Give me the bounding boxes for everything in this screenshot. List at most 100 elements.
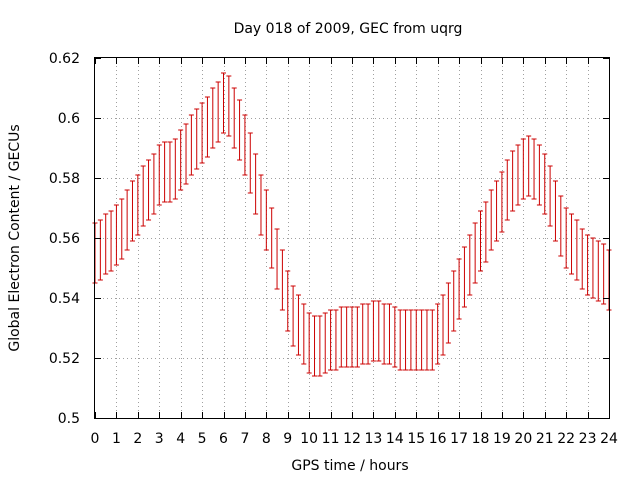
- error-bar: [322, 312, 328, 374]
- x-tick-label: 4: [176, 431, 185, 447]
- error-bar: [574, 219, 580, 281]
- error-bar: [269, 207, 275, 269]
- error-bar: [210, 87, 216, 149]
- error-bar: [499, 171, 505, 233]
- error-bar: [429, 309, 435, 371]
- error-bar: [338, 306, 344, 368]
- x-tick-label: 19: [493, 431, 511, 447]
- error-bar: [595, 240, 601, 302]
- error-bar: [188, 114, 194, 176]
- error-bar: [129, 180, 135, 242]
- error-bar: [285, 270, 291, 332]
- error-bar: [253, 153, 259, 215]
- error-bar: [178, 129, 184, 191]
- error-bar: [258, 174, 264, 236]
- x-tick-label: 14: [386, 431, 404, 447]
- error-bar: [419, 309, 425, 371]
- error-bar: [360, 303, 366, 365]
- error-bar: [156, 144, 162, 206]
- error-bar: [221, 72, 226, 134]
- y-tick-label: 0.5: [58, 411, 80, 427]
- error-bar: [242, 114, 248, 176]
- error-bar: [510, 150, 516, 212]
- error-bar: [167, 141, 173, 203]
- x-tick-label: 17: [450, 431, 468, 447]
- error-bar: [354, 306, 360, 368]
- error-bar: [162, 141, 168, 203]
- error-bar: [333, 309, 339, 371]
- error-bar: [146, 159, 152, 221]
- x-tick-label: 9: [283, 431, 292, 447]
- error-bar: [376, 300, 382, 362]
- x-tick-label: 10: [300, 431, 318, 447]
- x-tick-label: 16: [429, 431, 447, 447]
- error-bar: [408, 309, 414, 371]
- error-bar: [317, 315, 323, 377]
- x-tick-label: 7: [240, 431, 249, 447]
- x-tick-label: 12: [343, 431, 361, 447]
- error-bar: [247, 132, 253, 194]
- error-bar: [119, 198, 125, 260]
- error-bar: [456, 258, 462, 320]
- error-bar: [488, 189, 494, 251]
- x-tick-label: 15: [407, 431, 425, 447]
- x-tick-label: 5: [198, 431, 207, 447]
- x-tick-label: 22: [557, 431, 575, 447]
- error-bar: [204, 96, 210, 158]
- error-bar: [451, 270, 457, 332]
- error-bar: [279, 249, 285, 311]
- axis-ticks: [95, 58, 610, 419]
- error-bar: [552, 180, 558, 242]
- error-bar: [579, 228, 585, 290]
- x-tick-label: 2: [133, 431, 142, 447]
- y-tick-label: 0.62: [49, 51, 80, 67]
- error-bar: [392, 306, 398, 368]
- x-tick-label: 11: [322, 431, 340, 447]
- error-bar: [563, 207, 569, 269]
- error-bar: [440, 294, 446, 356]
- error-bar: [312, 315, 318, 377]
- error-bar: [306, 312, 312, 374]
- error-bar: [483, 201, 489, 263]
- x-tick-label: 23: [579, 431, 597, 447]
- y-tick-label: 0.6: [58, 111, 80, 127]
- error-bar: [295, 294, 301, 356]
- y-axis-label: Global Electron Content / GECUs: [7, 124, 23, 351]
- error-bar: [274, 228, 280, 290]
- error-bar: [547, 165, 553, 227]
- x-tick-label: 24: [600, 431, 618, 447]
- error-bar: [536, 144, 542, 206]
- error-bar: [215, 81, 221, 143]
- error-bar: [478, 210, 483, 272]
- grid-lines: [95, 58, 609, 418]
- error-bar: [172, 138, 178, 200]
- error-bar: [113, 204, 119, 266]
- error-bar: [424, 309, 430, 371]
- y-tick-label: 0.52: [49, 351, 80, 367]
- error-bar: [290, 285, 296, 347]
- error-bar: [349, 306, 355, 368]
- x-tick-label: 8: [262, 431, 271, 447]
- tick-labels: 0 1 2 3 4 5 6 7 8 9 10 11 12 13 14 15 16 17 18 19 20 21 22 23 24…: [49, 51, 618, 447]
- error-bar: [183, 123, 189, 185]
- error-bar: [124, 189, 130, 251]
- error-bar: [237, 99, 243, 161]
- error-bar: [226, 75, 232, 137]
- error-bar: [601, 243, 607, 305]
- error-bar: [558, 195, 564, 257]
- x-tick-label: 21: [536, 431, 554, 447]
- error-bar: [365, 303, 371, 365]
- error-bar: [194, 108, 200, 170]
- error-bar: [515, 144, 521, 206]
- error-bar: [526, 135, 532, 197]
- x-tick-label: 13: [365, 431, 383, 447]
- chart-title: Day 018 of 2009, GEC from uqrg: [234, 21, 463, 37]
- x-tick-label: 20: [514, 431, 532, 447]
- x-tick-label: 18: [472, 431, 490, 447]
- error-bar: [467, 234, 473, 296]
- error-bar: [413, 309, 419, 371]
- error-bar: [542, 153, 548, 215]
- error-bar: [590, 237, 596, 299]
- x-tick-label: 1: [112, 431, 121, 447]
- error-bar: [386, 303, 392, 365]
